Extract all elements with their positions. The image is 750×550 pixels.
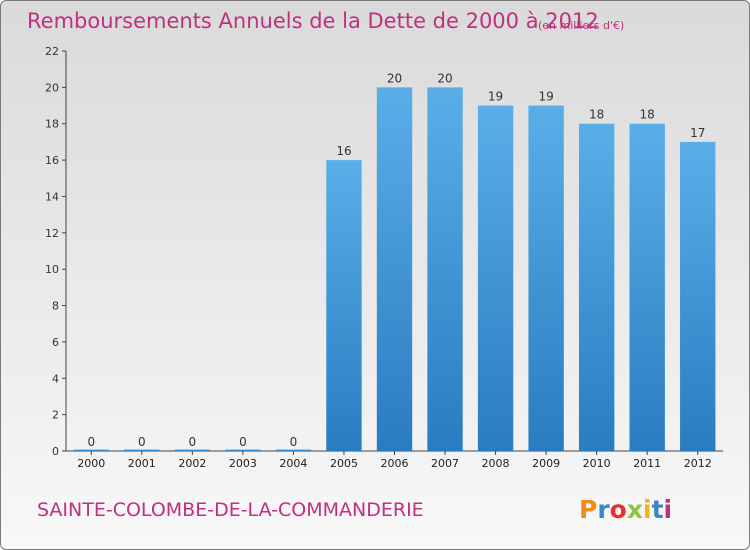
data-label: 20 — [387, 71, 402, 85]
logo-letter: x — [627, 495, 643, 524]
x-tick-label: 2012 — [684, 457, 712, 470]
y-tick-label: 2 — [52, 409, 59, 422]
x-tick-label: 2004 — [279, 457, 307, 470]
y-tick-label: 10 — [45, 263, 59, 276]
x-tick-label: 2011 — [633, 457, 661, 470]
bar — [124, 449, 160, 451]
data-label: 18 — [589, 108, 604, 122]
data-label: 0 — [290, 435, 298, 449]
y-tick-label: 14 — [45, 190, 59, 203]
y-tick-label: 4 — [52, 372, 59, 385]
x-tick-label: 2007 — [431, 457, 459, 470]
logo-letter: i — [643, 495, 652, 524]
bar — [528, 105, 564, 451]
bar — [174, 449, 211, 451]
data-label: 19 — [488, 90, 503, 104]
bar — [427, 87, 463, 451]
bar — [376, 87, 413, 451]
chart-subtitle: (en milliers d'€) — [538, 19, 624, 32]
y-tick-label: 8 — [52, 300, 59, 313]
bar — [578, 123, 615, 452]
data-label: 0 — [138, 435, 146, 449]
x-tick-label: 2001 — [128, 457, 156, 470]
logo-letter: o — [610, 495, 627, 524]
logo-letter: r — [597, 495, 610, 524]
x-tick-label: 2000 — [77, 457, 105, 470]
bar — [225, 449, 261, 451]
logo-letter: t — [652, 495, 664, 524]
y-tick-label: 22 — [45, 45, 59, 58]
logo-letter: i — [664, 495, 673, 524]
x-tick-label: 2005 — [330, 457, 358, 470]
data-label: 19 — [538, 90, 553, 104]
x-tick-label: 2006 — [381, 457, 409, 470]
proxiti-logo: Proxiti — [579, 495, 672, 524]
commune-name: SAINTE-COLOMBE-DE-LA-COMMANDERIE — [37, 499, 424, 521]
x-tick-label: 2009 — [532, 457, 560, 470]
x-tick-label: 2003 — [229, 457, 257, 470]
bars-group: 0 0 0 0 0 16 20 20 19 19 18 18 17 — [73, 71, 716, 452]
chart-title: Remboursements Annuels de la Dette de 20… — [27, 9, 599, 33]
y-tick-label: 12 — [45, 227, 59, 240]
bar — [477, 105, 514, 451]
bar — [680, 141, 716, 451]
x-tick-label: 2010 — [583, 457, 611, 470]
y-tick-label: 18 — [45, 118, 59, 131]
bar — [73, 449, 109, 451]
y-tick-label: 20 — [45, 81, 59, 94]
data-label: 16 — [336, 144, 351, 158]
x-tick-label: 2008 — [482, 457, 510, 470]
logo-letter: P — [579, 495, 597, 524]
y-tick-label: 0 — [52, 445, 59, 458]
x-tick-label: 2002 — [178, 457, 206, 470]
data-label: 0 — [189, 435, 197, 449]
bar — [275, 449, 312, 451]
data-label: 20 — [437, 71, 452, 85]
data-label: 18 — [640, 108, 655, 122]
bar — [326, 160, 362, 451]
data-label: 0 — [87, 435, 95, 449]
y-tick-label: 16 — [45, 154, 59, 167]
data-label: 0 — [239, 435, 247, 449]
data-label: 17 — [690, 126, 705, 140]
y-tick-label: 6 — [52, 336, 59, 349]
bar — [629, 123, 665, 452]
